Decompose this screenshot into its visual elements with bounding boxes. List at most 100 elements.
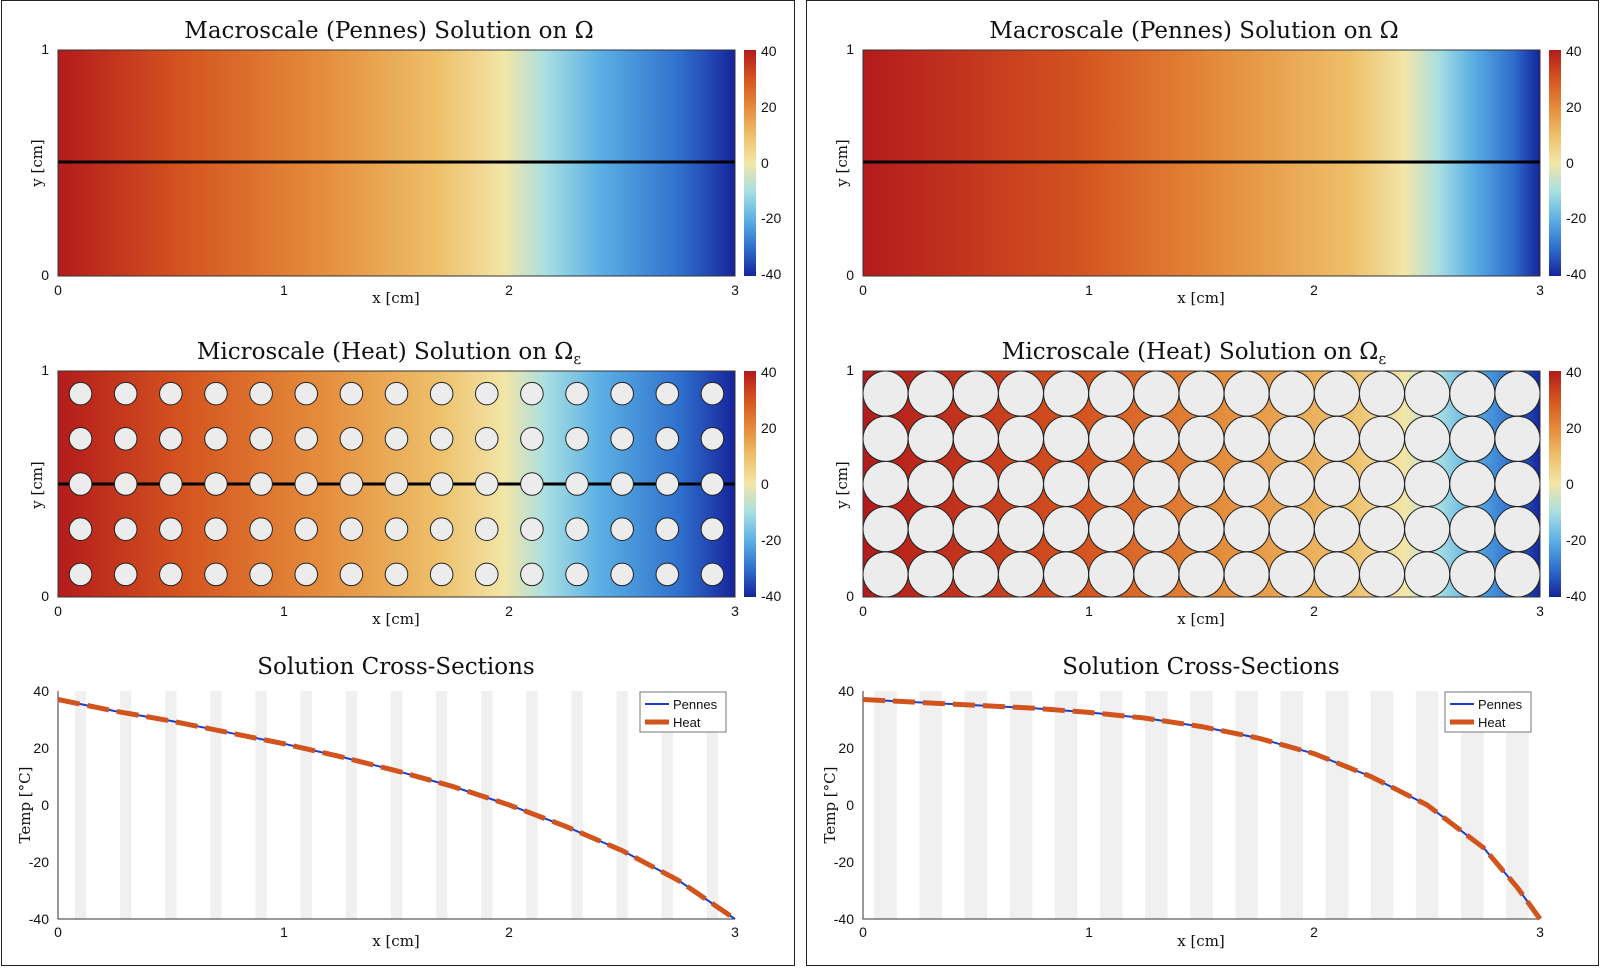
inclusion xyxy=(655,472,680,496)
inclusion xyxy=(1088,415,1135,462)
inclusion xyxy=(204,381,228,406)
macro-frame xyxy=(57,49,736,277)
right-panel: Macroscale (Pennes) Solution on Ω 40 20 … xyxy=(806,0,1599,966)
inclusion-band xyxy=(1099,691,1123,919)
inclusion xyxy=(952,415,999,462)
inclusion xyxy=(565,381,589,406)
inclusion xyxy=(1268,370,1315,417)
x-tick: 0 xyxy=(54,282,62,298)
inclusion-band xyxy=(964,691,988,919)
micro-colorbar: 40 20 0 -20 -40 xyxy=(1549,364,1586,604)
y-tick: 1 xyxy=(41,41,49,57)
colorbar-tick: -20 xyxy=(761,532,781,548)
inclusion xyxy=(429,427,454,451)
colorbar-tick: 0 xyxy=(761,476,769,492)
colorbar-gradient xyxy=(744,371,756,597)
inclusion xyxy=(113,427,138,451)
chart-axes xyxy=(862,691,1540,920)
inclusion xyxy=(1404,460,1451,508)
inclusion xyxy=(907,415,954,462)
inclusion xyxy=(1313,370,1360,417)
inclusion-band xyxy=(571,691,583,919)
micro-frame xyxy=(57,370,736,598)
inclusion xyxy=(655,517,680,541)
inclusion-band xyxy=(120,691,132,919)
colorbar-tick: -40 xyxy=(1566,588,1586,604)
x-axis-label: x [cm] xyxy=(372,289,420,307)
legend-box xyxy=(1444,691,1532,733)
inclusion xyxy=(1494,460,1541,508)
left-panel: Macroscale (Pennes) Solution on Ω 40 20 … xyxy=(1,0,795,966)
colorbar-tick: 0 xyxy=(761,155,769,171)
micro-title-subscript: ε xyxy=(1378,350,1386,368)
inclusion xyxy=(113,517,138,541)
inclusion xyxy=(1133,460,1180,508)
inclusion xyxy=(610,381,634,406)
inclusion xyxy=(1043,551,1090,598)
inclusion xyxy=(474,472,499,496)
temp-tick: 40 xyxy=(838,683,854,699)
inclusion xyxy=(159,517,183,541)
inclusion-band xyxy=(1461,691,1484,919)
colorbar-tick: -40 xyxy=(1566,266,1586,282)
x-axis-label: x [cm] xyxy=(372,610,420,628)
inclusion-band xyxy=(661,691,673,919)
x-tick: 2 xyxy=(505,603,513,619)
inclusion xyxy=(159,472,183,496)
legend-heat-label: Heat xyxy=(1478,715,1506,730)
x-tick: 1 xyxy=(1085,282,1093,298)
inclusion-band xyxy=(1145,691,1168,919)
inclusion xyxy=(862,415,909,462)
micro-field xyxy=(57,370,736,598)
y-tick: 0 xyxy=(41,267,49,283)
x-tick: 0 xyxy=(859,603,867,619)
inclusion-band xyxy=(874,691,897,919)
inclusion xyxy=(1178,460,1225,508)
inclusion xyxy=(1043,415,1090,462)
inclusion xyxy=(862,551,909,598)
inclusion xyxy=(474,517,499,541)
inclusion xyxy=(204,427,228,451)
inclusion xyxy=(700,517,725,541)
legend-box xyxy=(639,691,727,733)
colorbar-tick: 0 xyxy=(1566,476,1574,492)
inclusion xyxy=(520,472,544,496)
x-tick: 2 xyxy=(505,924,513,940)
y-tick: 1 xyxy=(41,362,49,378)
inclusion xyxy=(1088,370,1135,417)
chart-axes xyxy=(57,691,735,920)
inclusion xyxy=(294,517,319,541)
inclusion-band xyxy=(1054,691,1078,919)
legend-pennes-label: Pennes xyxy=(673,697,718,712)
inclusion-band xyxy=(210,691,222,919)
x-tick: 3 xyxy=(731,924,739,940)
legend-pennes-label: Pennes xyxy=(1478,697,1523,712)
inclusion xyxy=(700,427,725,451)
y-axis-label: y [cm] xyxy=(833,139,851,188)
inclusion xyxy=(68,562,93,587)
inclusion xyxy=(1313,460,1360,508)
colorbar-gradient xyxy=(744,50,756,276)
inclusion xyxy=(1404,415,1451,462)
temp-tick: -20 xyxy=(29,854,49,870)
inclusion-band xyxy=(706,691,719,919)
inclusion xyxy=(339,381,364,406)
inclusion xyxy=(655,381,680,406)
inclusion xyxy=(429,381,454,406)
inclusion xyxy=(610,562,634,587)
macro-field xyxy=(57,49,736,277)
inclusion-band xyxy=(165,691,177,919)
inclusion-band xyxy=(300,691,312,919)
y-tick: 1 xyxy=(846,41,854,57)
x-axis-label: x [cm] xyxy=(372,932,420,950)
colorbar-tick: 40 xyxy=(1566,364,1582,380)
inclusion-band xyxy=(1370,691,1394,919)
inclusion xyxy=(249,562,273,587)
colorbar-tick: 20 xyxy=(761,99,777,115)
inclusion xyxy=(1223,551,1270,598)
inclusion xyxy=(1494,506,1541,553)
inclusion xyxy=(997,551,1045,598)
inclusion xyxy=(1404,506,1451,553)
inclusion xyxy=(862,460,909,508)
inclusion xyxy=(997,460,1045,508)
